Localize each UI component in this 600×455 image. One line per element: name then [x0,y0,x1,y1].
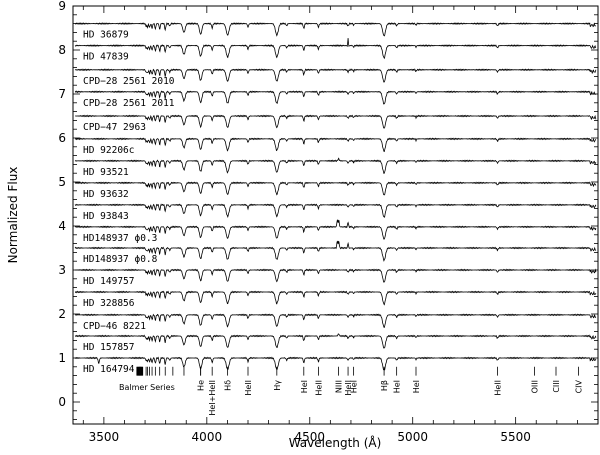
y-tick-label: 9 [58,0,66,13]
star-label: HD 93632 [83,189,129,200]
spectra-series [74,22,597,371]
star-label: HD 93843 [83,211,129,222]
x-tick-label: 5000 [397,430,428,444]
balmer-series-marks: Balmer Series [119,366,202,392]
spectrum-line [74,68,597,83]
line-id-label: CIV [574,379,583,393]
x-tick-labels: 3500 4000 4500 5000 5500 [89,430,531,444]
x-tick-label: 4000 [192,430,223,444]
y-tick-label: 0 [58,395,66,409]
spectrum-line [74,219,597,240]
balmer-series-label: Balmer Series [119,383,175,392]
y-tick-label: 5 [58,175,66,189]
line-id-label: HeI [393,380,402,393]
line-id-label: HeII [344,380,353,396]
axis-ticks [73,5,598,424]
spectrum-line [74,181,597,196]
line-id-label: Hβ [380,380,389,391]
y-tick-labels: 0 1 2 3 4 5 6 7 8 9 [58,0,66,409]
spectrum-line [74,356,597,371]
spectrum-line [74,22,596,37]
spectrum-line [74,290,597,306]
x-axis-title: Wavelength (Å) [289,435,382,450]
star-label: CPD−28 2561 2011 [83,98,175,109]
star-label: HD 164794 [83,364,135,375]
star-label: HD 149757 [83,276,134,287]
spectrum-line [74,38,597,60]
line-id-label: HeII [314,380,323,396]
line-id-label: HeII [494,380,503,396]
spectrum-line [74,90,597,105]
star-label: CPD−28 2561 2010 [83,76,175,87]
line-id-label: HeI [300,380,309,393]
star-label: HD 328856 [83,298,135,309]
spectrum-line [74,240,597,262]
line-id-label: CIII [552,380,561,393]
line-id-label: HeI [350,380,359,393]
line-id-label: He [197,380,206,391]
x-tick-label: 4500 [294,430,325,444]
spectrum-line [74,157,597,174]
x-tick-label: 3500 [89,430,120,444]
y-tick-label: 4 [58,219,66,233]
line-id-label: Hδ [224,380,233,391]
y-tick-label: 3 [58,263,66,277]
star-label: HD 47839 [83,52,129,63]
star-label: CPD−47 2963 [83,122,146,133]
spectrum-line [74,137,597,153]
y-axis-title: Normalized Flux [6,167,20,264]
spectrum-line [75,114,597,129]
line-id-label: HeI [412,380,421,393]
spectrum-line [75,268,597,283]
spectrum-line [74,313,597,328]
line-id-label: HeI+HeII [208,380,217,416]
star-label: HD 93521 [83,167,129,178]
y-tick-label: 1 [58,351,66,365]
spectrum-line [74,333,597,349]
star-labels: HD 36879 HD 47839 CPD−28 2561 2010 CPD−28 2… [83,30,175,375]
y-tick-label: 6 [58,131,66,145]
spectrum-line [74,203,597,218]
line-id-label: OIII [531,380,540,393]
star-label: CPD−46 8221 [83,321,146,332]
y-tick-label: 8 [58,43,66,57]
line-id-label: NIII [335,380,344,393]
star-label: HD 36879 [83,30,129,41]
line-id-label: HeII [244,380,253,396]
y-tick-label: 7 [58,87,66,101]
line-id-label: Hγ [273,380,282,391]
star-label: HD 157857 [83,342,134,353]
star-label: HD148937 ϕ0.8 [83,254,158,265]
star-label: HD148937 ϕ0.3 [83,233,157,244]
y-tick-label: 2 [58,307,66,321]
x-tick-label: 5500 [500,430,531,444]
star-label: HD 92206c [83,145,134,156]
plot-frame [72,5,599,425]
